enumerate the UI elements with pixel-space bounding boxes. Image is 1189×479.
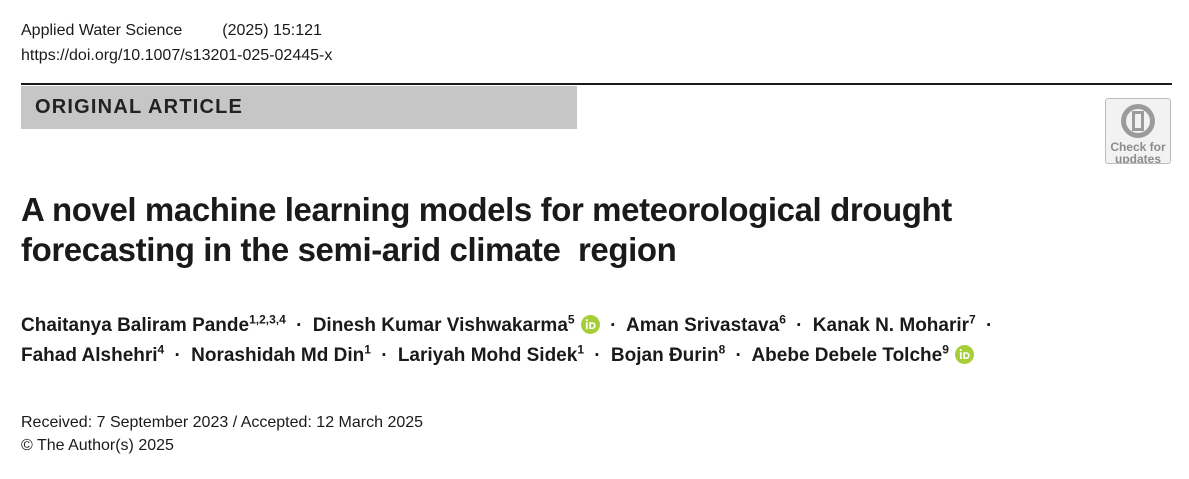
author-affiliation: 4 — [157, 342, 165, 357]
author-separator: · — [381, 345, 388, 366]
author-affiliation: 8 — [718, 342, 726, 357]
author-name[interactable]: Dinesh Kumar Vishwakarma — [312, 315, 568, 336]
title-line-1: A novel machine learning models for mete… — [21, 191, 952, 228]
article-type-banner: ORIGINAL ARTICLE — [21, 86, 577, 129]
author-affiliation: 9 — [942, 342, 949, 357]
author-list: Chaitanya Baliram Pande1,2,3,4 · Dinesh … — [21, 311, 1121, 371]
author-name[interactable]: Bojan Đurin — [610, 345, 719, 366]
author-name[interactable]: Kanak N. Moharir — [812, 315, 970, 336]
check-for-updates-label-2: updates — [1114, 152, 1161, 164]
orcid-icon[interactable] — [955, 345, 975, 364]
author-name[interactable]: Aman Srivastava — [626, 315, 780, 336]
received-accepted-dates: Received: 7 September 2023 / Accepted: 1… — [21, 414, 424, 431]
author-name[interactable]: Abebe Debele Tolche — [751, 345, 943, 366]
author-name[interactable]: Lariyah Mohd Sidek — [397, 345, 578, 366]
header-rule — [21, 83, 1172, 85]
author-affiliation: 5 — [567, 312, 575, 327]
check-for-updates-badge[interactable]: Check for updates — [1105, 98, 1171, 164]
author-name[interactable]: Fahad Alshehri — [21, 345, 158, 366]
author-affiliation: 7 — [969, 312, 976, 327]
journal-volume: (2025) 15:121 — [222, 22, 322, 39]
author-line-1: Chaitanya Baliram Pande1,2,3,4 · Dinesh … — [21, 311, 1121, 341]
orcid-icon[interactable] — [580, 315, 600, 334]
title-line-2: forecasting in the semi-arid climate reg… — [21, 231, 677, 268]
doi-link[interactable]: https://doi.org/10.1007/s13201-025-02445… — [21, 47, 333, 64]
author-separator: · — [796, 315, 803, 336]
author-separator: · — [610, 315, 617, 336]
author-separator: · — [296, 315, 303, 336]
journal-name: Applied Water Science — [21, 22, 183, 39]
author-affiliation: 1,2,3,4 — [249, 312, 286, 327]
author-affiliation: 6 — [779, 312, 786, 327]
author-name[interactable]: Norashidah Md Din — [191, 345, 365, 366]
copyright-notice: © The Author(s) 2025 — [21, 437, 174, 454]
author-line-2: Fahad Alshehri4 · Norashidah Md Din1 · L… — [21, 341, 1121, 371]
author-separator: · — [986, 315, 993, 336]
article-title: A novel machine learning models for mete… — [21, 190, 1021, 270]
article-dates: Received: 7 September 2023 / Accepted: 1… — [21, 411, 423, 457]
author-separator: · — [594, 345, 601, 366]
author-name[interactable]: Chaitanya Baliram Pande — [21, 315, 250, 336]
check-for-updates-label-1: Check for — [1110, 140, 1166, 154]
author-separator: · — [735, 345, 742, 366]
journal-line: Applied Water Science (2025) 15:121 — [21, 21, 322, 41]
author-separator: · — [174, 345, 181, 366]
check-for-updates-icon — [1121, 104, 1155, 138]
author-affiliation: 1 — [577, 342, 584, 357]
author-affiliation: 1 — [364, 342, 371, 357]
